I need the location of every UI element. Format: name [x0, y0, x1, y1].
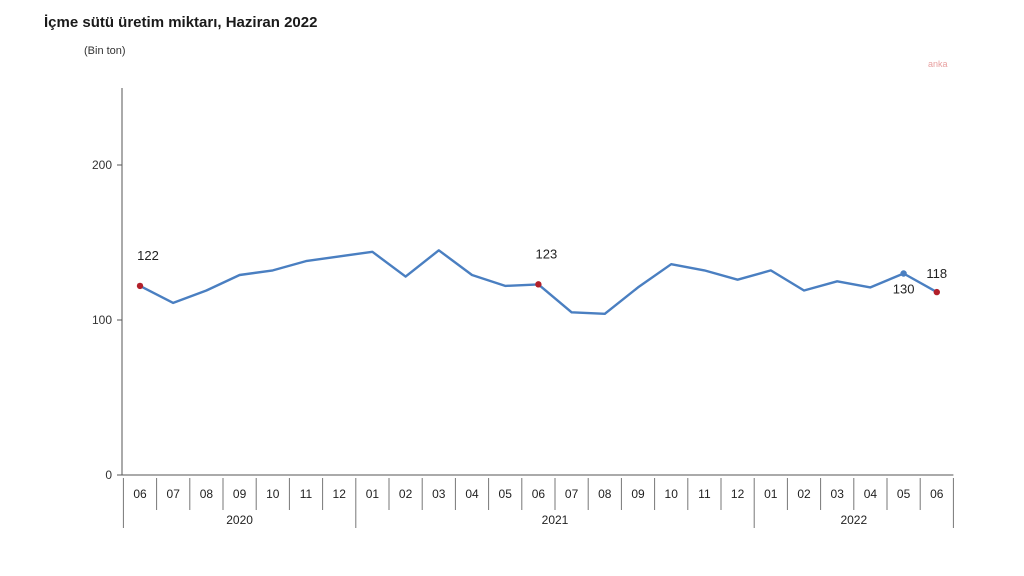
- data-label: 118: [926, 266, 947, 281]
- data-label: 122: [137, 248, 159, 263]
- x-tick-label: 07: [565, 487, 579, 501]
- x-tick-label: 04: [465, 487, 479, 501]
- x-tick-label: 09: [233, 487, 247, 501]
- x-tick-label: 10: [266, 487, 280, 501]
- x-tick-label: 09: [631, 487, 645, 501]
- x-tick-label: 06: [930, 487, 944, 501]
- highlight-marker: [933, 288, 940, 296]
- x-tick-label: 12: [333, 487, 347, 501]
- x-tick-label: 07: [167, 487, 181, 501]
- y-tick-label: 100: [92, 313, 112, 327]
- x-tick-label: 04: [864, 487, 878, 501]
- x-tick-label: 06: [133, 487, 147, 501]
- watermark-logo: anka: [928, 59, 948, 69]
- x-tick-label: 08: [200, 487, 214, 501]
- x-tick-label: 03: [831, 487, 845, 501]
- year-label: 2021: [542, 513, 569, 527]
- x-tick-label: 06: [532, 487, 546, 501]
- data-label: 123: [536, 246, 558, 261]
- highlight-marker: [535, 281, 542, 288]
- x-tick-label: 08: [598, 487, 612, 501]
- x-tick-label: 10: [665, 487, 679, 501]
- year-label: 2022: [840, 513, 867, 527]
- highlight-marker: [900, 270, 907, 277]
- chart-title: İçme sütü üretim miktarı, Haziran 2022: [44, 14, 318, 31]
- x-tick-label: 11: [698, 487, 711, 501]
- x-tick-label: 02: [399, 487, 413, 501]
- x-tick-label: 03: [432, 487, 446, 501]
- year-label: 2020: [226, 513, 253, 527]
- y-tick-label: 200: [92, 158, 112, 172]
- y-tick-label: 0: [105, 468, 112, 482]
- data-label: 130: [893, 282, 915, 297]
- y-axis-unit-label: (Bin ton): [84, 45, 126, 57]
- highlight-marker: [136, 282, 144, 290]
- x-tick-label: 05: [897, 487, 911, 501]
- x-tick-label: 01: [366, 487, 380, 501]
- x-tick-label: 02: [797, 487, 811, 501]
- x-tick-label: 05: [499, 487, 513, 501]
- x-tick-label: 01: [764, 487, 778, 501]
- x-tick-label: 12: [731, 487, 745, 501]
- x-tick-label: 11: [300, 487, 313, 501]
